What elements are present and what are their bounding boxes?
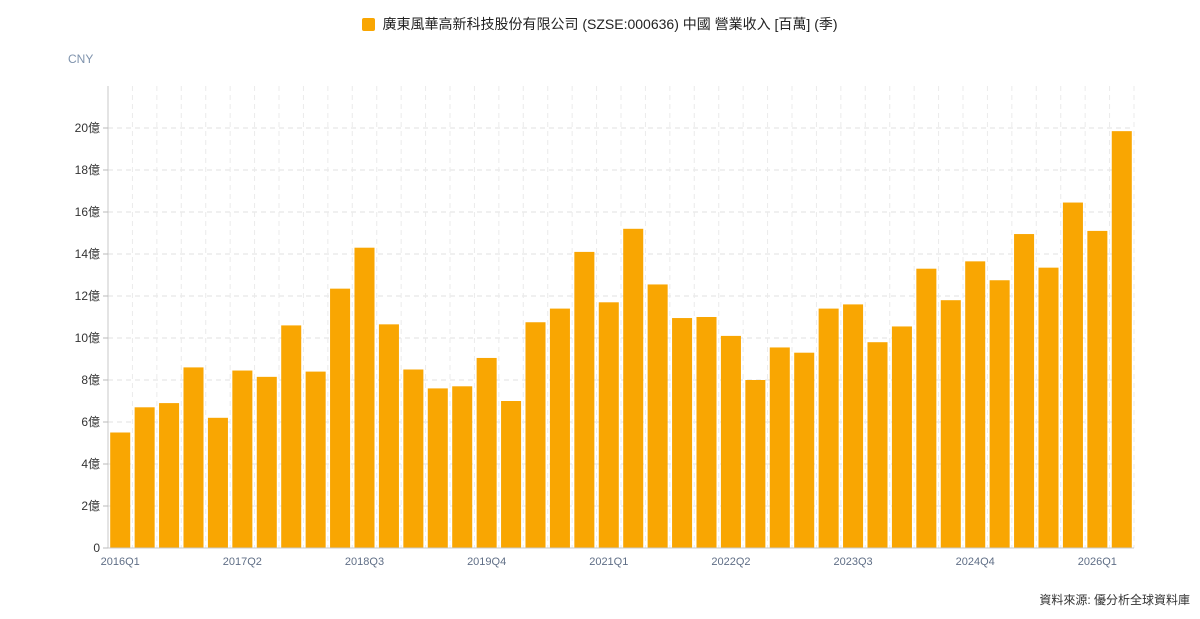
bar[interactable] [134,407,155,548]
bar[interactable] [672,318,693,548]
bar[interactable] [1062,202,1083,549]
y-axis-tick-labels: 0 2億 4億 6億 8億 10億 12億 14億 16億 18億 20億 [75,121,108,555]
bar[interactable] [330,288,351,548]
data-source-note: 資料來源: 優分析全球資料庫 [1039,593,1190,607]
bar[interactable] [891,326,912,548]
bar[interactable] [867,342,888,548]
bar[interactable] [843,304,864,548]
x-tick-label: 2019Q4 [467,556,506,568]
legend-label: 廣東風華高新科技股份有限公司 (SZSE:000636) 中國 營業收入 [百萬… [382,16,838,32]
bar[interactable] [305,371,326,548]
bar[interactable] [207,417,228,548]
y-tick-label: 14億 [75,247,100,261]
bar[interactable] [427,388,448,548]
y-tick-label: 20億 [75,121,100,135]
legend-swatch [362,18,376,31]
axes [107,86,1134,549]
bar[interactable] [696,317,717,548]
bar[interactable] [769,347,790,548]
bar[interactable] [525,322,546,548]
y-tick-label: 12億 [75,289,100,303]
y-tick-label: 18億 [75,163,100,177]
bar[interactable] [989,280,1010,548]
x-tick-label: 2021Q1 [589,556,628,568]
bar[interactable] [1038,267,1059,548]
x-tick-label: 2023Q3 [833,556,872,568]
bar[interactable] [281,325,302,548]
bar[interactable] [794,352,815,548]
bar[interactable] [623,228,644,549]
bar[interactable] [1087,230,1108,548]
bar[interactable] [965,261,986,548]
y-tick-label: 2億 [81,499,100,513]
bar[interactable] [452,386,473,548]
bars [110,131,1132,549]
y-tick-label: 4億 [81,457,100,471]
bar[interactable] [110,432,131,549]
bar[interactable] [501,401,522,548]
grid-lines [107,86,1135,548]
bar[interactable] [159,403,180,548]
bar[interactable] [403,369,424,549]
x-tick-label: 2024Q4 [956,556,995,568]
bar[interactable] [1111,131,1132,548]
bar[interactable] [476,357,497,548]
x-tick-label: 2018Q3 [345,556,384,568]
chart-legend[interactable]: 廣東風華高新科技股份有限公司 (SZSE:000636) 中國 營業收入 [百萬… [0,14,1200,34]
y-axis-unit-label: CNY [68,52,94,66]
y-tick-label: 16億 [75,205,100,219]
bar[interactable] [574,251,595,548]
bar[interactable] [378,324,399,548]
bar[interactable] [940,300,961,548]
y-tick-label: 8億 [81,373,100,387]
bar[interactable] [745,380,766,548]
bar[interactable] [598,302,619,548]
bar[interactable] [720,335,741,548]
x-tick-label: 2016Q1 [101,556,140,568]
bar[interactable] [647,284,668,548]
x-tick-label: 2026Q1 [1078,556,1117,568]
bar[interactable] [916,268,937,548]
x-tick-label: 2022Q2 [711,556,750,568]
y-tick-label: 0 [93,541,100,555]
y-tick-label: 10億 [75,331,100,345]
bar[interactable] [232,370,253,548]
bar[interactable] [549,308,570,548]
x-tick-label: 2017Q2 [223,556,262,568]
x-axis-tick-labels: 2016Q1 2017Q2 2018Q3 2019Q4 2021Q1 2022Q2 2023… [101,556,1117,568]
bar[interactable] [183,367,204,548]
bar[interactable] [354,247,375,548]
y-tick-label: 6億 [81,415,100,429]
bar[interactable] [818,308,839,548]
bar[interactable] [1014,234,1035,549]
bar[interactable] [256,376,277,548]
